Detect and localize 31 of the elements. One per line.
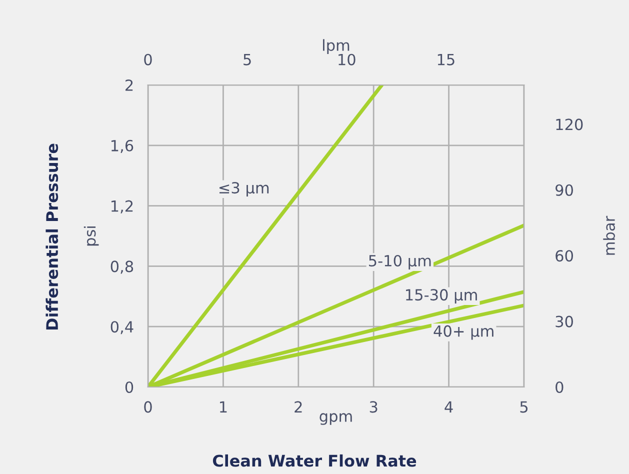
series-label: 40+ µm [434, 325, 494, 340]
y-tick-label: 1,6 [111, 140, 134, 153]
x2-tick-label: 0 [144, 54, 152, 66]
y-tick-label: 2 [126, 79, 133, 91]
y-tick-label: 0 [125, 381, 134, 394]
x-tick-label: 5 [520, 401, 528, 413]
y-axis-title: psi [84, 226, 99, 246]
x-tick-label: 1 [220, 401, 227, 412]
y2-axis-title: mbar [603, 216, 615, 255]
text: Differential Pressure [46, 144, 58, 330]
x-tick-label: 2 [294, 401, 302, 412]
text: Clean Water Flow Rate [212, 454, 416, 467]
series-label: ≤3 µm [220, 182, 269, 197]
y-tick-label: 0,8 [110, 260, 134, 274]
y-tick-label: 1,2 [111, 200, 133, 214]
y2-tick-label: 90 [556, 184, 573, 196]
y-tick-label: 0,4 [110, 321, 134, 334]
x-tick-label: 0 [144, 401, 152, 413]
series-label: 5-10 µm [369, 254, 431, 270]
x2-tick-label: 15 [438, 54, 454, 66]
series-label: 15-30 µm [406, 289, 477, 304]
y2-tick-label: 30 [556, 316, 573, 328]
x2-tick-label: 5 [244, 54, 251, 66]
x-tick-label: 3 [370, 401, 378, 413]
y2-tick-label: 0 [556, 381, 564, 394]
y2-tick-label: 120 [556, 118, 583, 130]
y2-tick-label: 60 [556, 250, 573, 262]
x-tick-label: 4 [444, 401, 453, 412]
x-axis-title: gpm [320, 413, 352, 425]
x2-axis-title: lpm [323, 39, 350, 54]
x2-tick-label: 10 [338, 54, 356, 66]
